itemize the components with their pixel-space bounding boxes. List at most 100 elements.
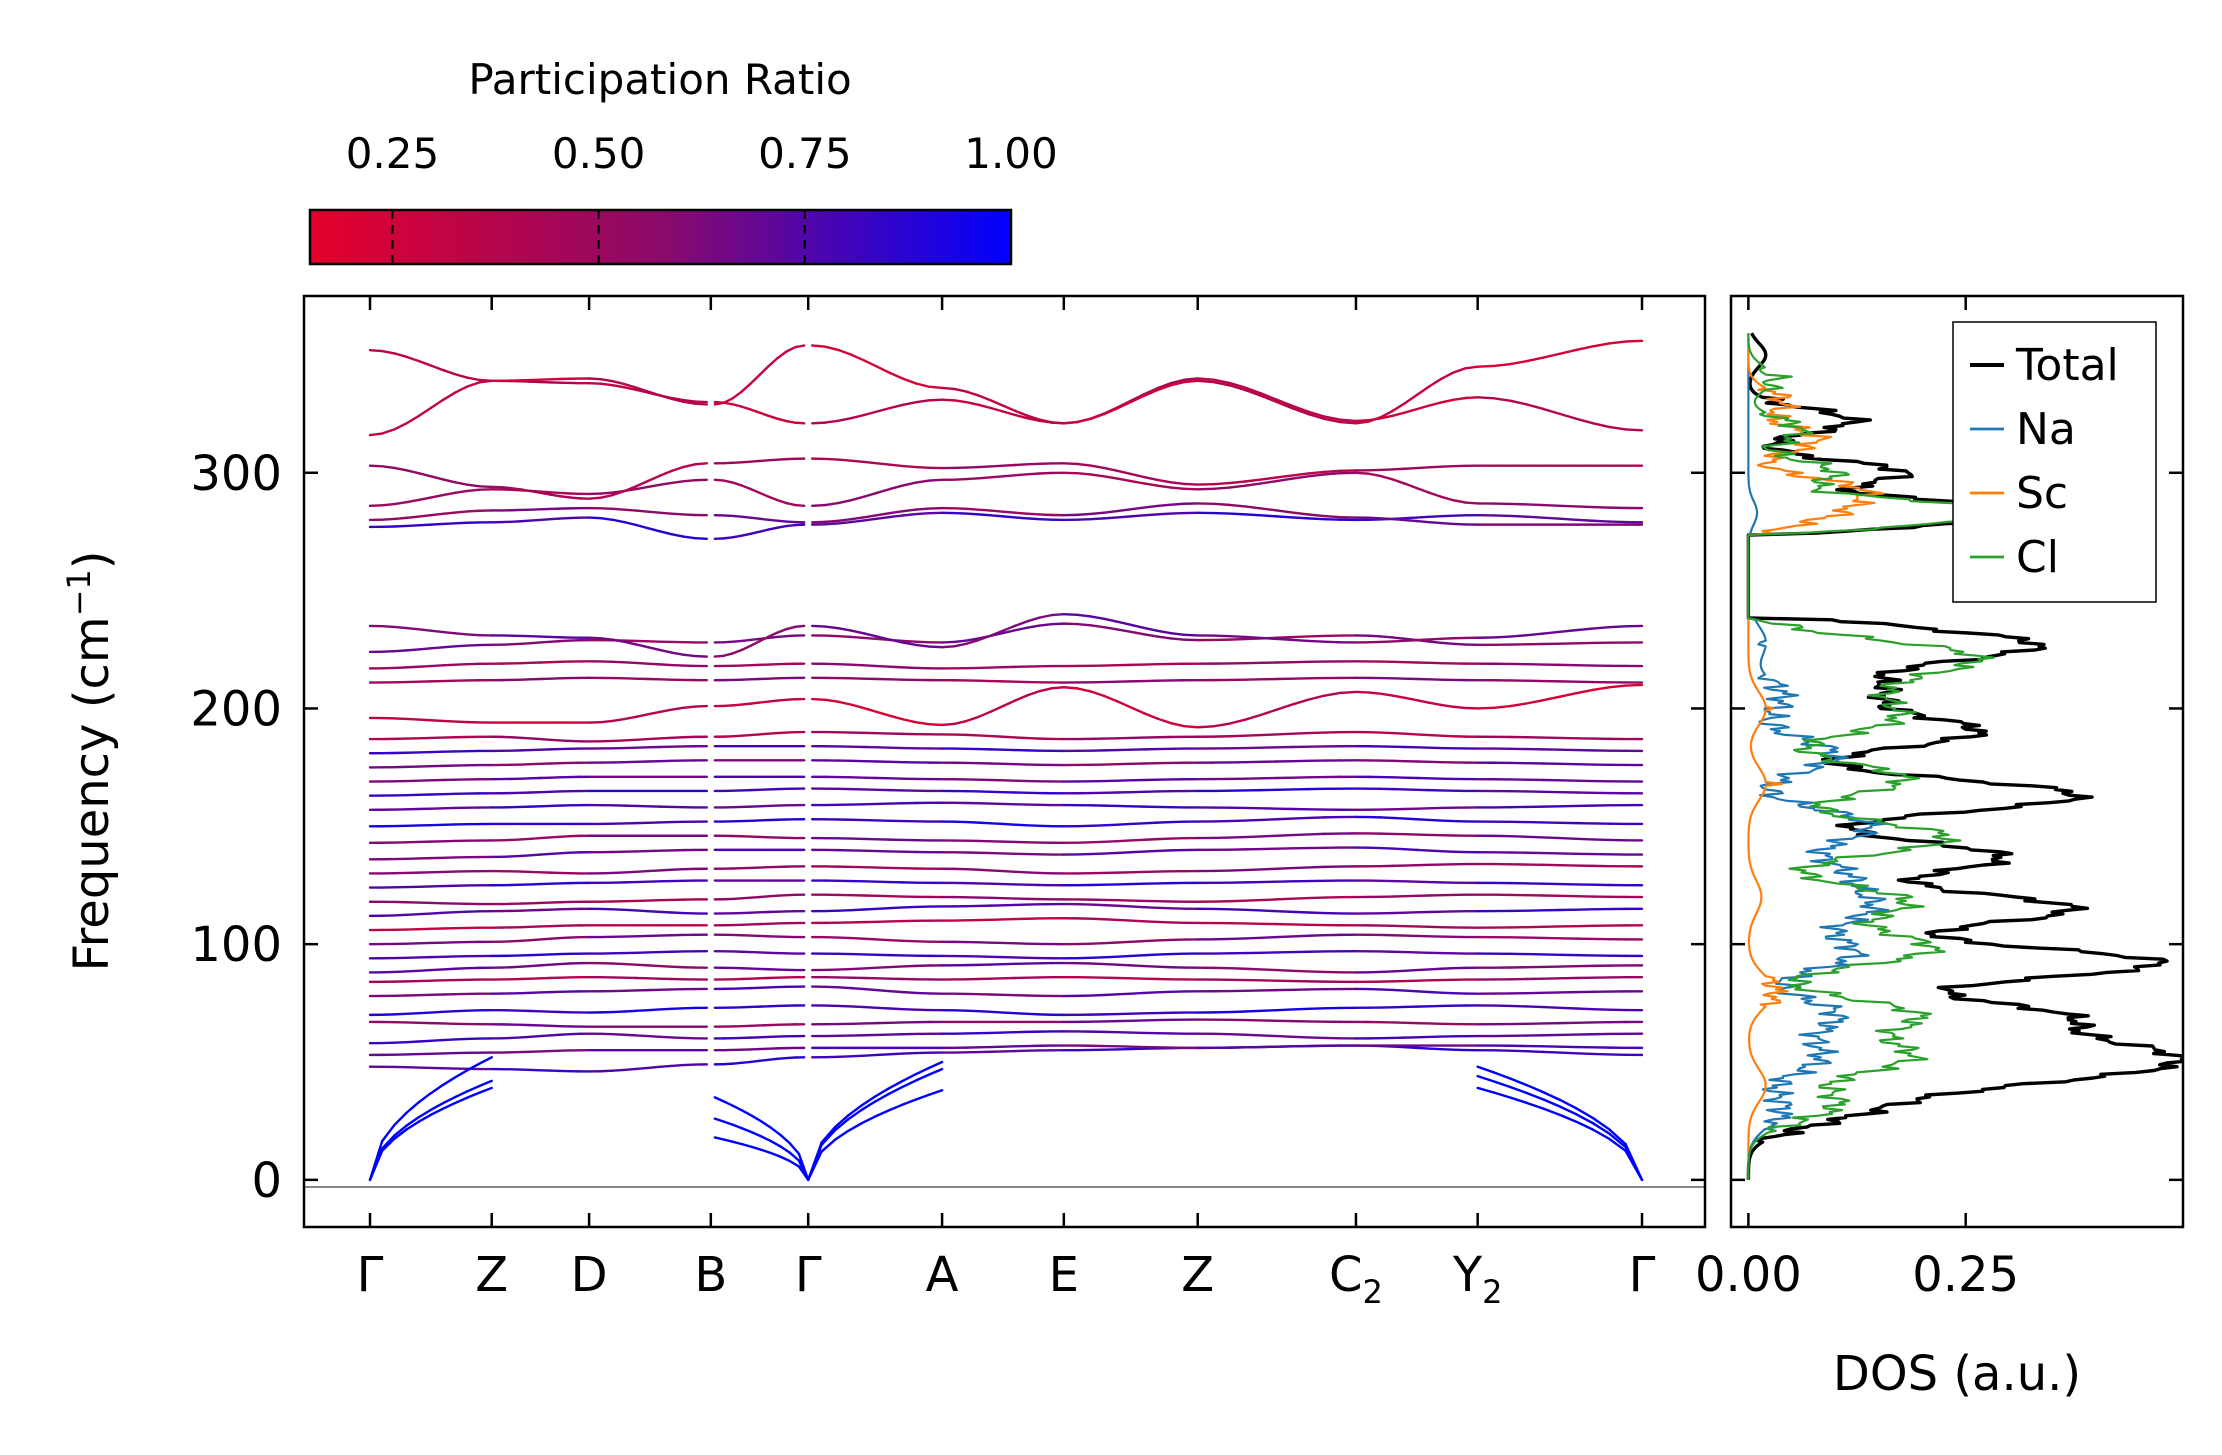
band-axes-frame xyxy=(302,294,1707,1229)
band-segment xyxy=(1307,911,1326,915)
band-segment xyxy=(785,625,797,631)
band-segment xyxy=(646,390,661,397)
band-segment xyxy=(1129,394,1146,404)
band-segment xyxy=(1427,640,1443,644)
band-segment xyxy=(1525,403,1545,411)
band-segment xyxy=(429,493,445,499)
band-segment xyxy=(1089,993,1106,997)
band-segment xyxy=(558,494,571,499)
band-segment xyxy=(1391,847,1406,851)
band-segment xyxy=(1228,503,1247,508)
band-segment xyxy=(646,737,661,741)
band-segment xyxy=(927,385,944,390)
band-segment xyxy=(731,703,743,707)
band-segment xyxy=(1275,817,1294,821)
band-segment xyxy=(927,478,944,482)
band-segment xyxy=(509,965,523,969)
band-segment xyxy=(1291,511,1310,516)
band-segment xyxy=(1129,905,1146,909)
band-segment xyxy=(429,522,445,526)
band-segment xyxy=(776,350,788,360)
band-segment xyxy=(1525,1101,1545,1110)
band-segment xyxy=(693,536,709,540)
band-segment xyxy=(862,937,879,941)
band-segment xyxy=(466,1091,481,1099)
band-segment xyxy=(646,909,661,914)
band-segment xyxy=(741,1109,754,1118)
band-segment xyxy=(611,739,626,743)
band-segment xyxy=(823,625,840,630)
band-segment xyxy=(1102,694,1119,703)
band-segment xyxy=(767,458,779,462)
band-segment xyxy=(847,1104,863,1117)
band-segment xyxy=(1089,840,1106,844)
band-segment xyxy=(731,1061,743,1065)
band-segment xyxy=(1142,821,1159,825)
band-segment xyxy=(836,626,853,632)
band-segment xyxy=(1116,940,1132,944)
y-tick-label: 200 xyxy=(190,681,282,737)
band-segment xyxy=(623,715,638,721)
band-segment xyxy=(977,868,992,872)
band-segment xyxy=(393,717,408,721)
band-segment xyxy=(927,645,944,649)
band-segment xyxy=(1439,495,1455,502)
band-segment xyxy=(539,1034,552,1038)
band-segment xyxy=(1156,938,1173,942)
band-segment xyxy=(1492,397,1512,402)
path-label: E xyxy=(1049,1247,1079,1303)
band-segment xyxy=(1275,833,1294,837)
band-segment xyxy=(749,637,761,642)
band-segment xyxy=(1391,816,1406,820)
band-segment xyxy=(1439,464,1455,468)
band-segment xyxy=(1525,835,1545,839)
band-segment xyxy=(417,1091,433,1104)
dos-curves xyxy=(1746,332,2183,1180)
band-segment xyxy=(1089,852,1106,856)
band-segment xyxy=(1228,480,1247,485)
band-segment xyxy=(901,666,918,670)
band-segment xyxy=(1228,484,1247,489)
dos-curve-total xyxy=(1746,332,2183,1180)
band-segment xyxy=(368,464,384,468)
band-segment xyxy=(1076,462,1092,467)
band-segment xyxy=(776,498,788,505)
band-segment xyxy=(1439,734,1455,738)
band-segment xyxy=(558,739,571,743)
band-segment xyxy=(1476,364,1496,368)
band-segment xyxy=(836,634,853,639)
band-segment xyxy=(731,461,743,465)
band-segment xyxy=(1391,467,1406,471)
band-segment xyxy=(1275,398,1294,408)
band-segment xyxy=(417,968,433,972)
band-segment xyxy=(1427,637,1443,641)
band-segment xyxy=(1439,641,1455,646)
band-segment xyxy=(965,1009,980,1013)
band-segment xyxy=(1427,849,1443,853)
band-segment xyxy=(1013,736,1029,740)
band-segment xyxy=(405,1116,420,1127)
band-segment xyxy=(611,871,626,875)
band-segment xyxy=(1558,628,1578,634)
band-segment xyxy=(811,344,827,348)
band-segment xyxy=(1089,624,1106,629)
band-segment xyxy=(1013,413,1029,420)
band-segment xyxy=(1142,712,1159,720)
band-segment xyxy=(441,967,457,971)
band-segment xyxy=(393,466,408,472)
band-segment xyxy=(1509,399,1529,406)
band-segment xyxy=(862,491,879,498)
band-segment xyxy=(1415,818,1431,822)
band-segment xyxy=(989,704,1005,713)
band-segment xyxy=(1391,636,1406,640)
band-segment xyxy=(1013,694,1029,702)
band-segment xyxy=(441,1076,457,1087)
band-segment xyxy=(1542,516,1562,520)
band-segment xyxy=(785,1056,797,1060)
band-segment xyxy=(1142,905,1159,909)
band-segment xyxy=(1102,851,1119,855)
band-segment xyxy=(1307,832,1326,836)
band-segment xyxy=(749,701,761,705)
band-segment xyxy=(658,1035,673,1039)
band-segment xyxy=(405,469,420,475)
